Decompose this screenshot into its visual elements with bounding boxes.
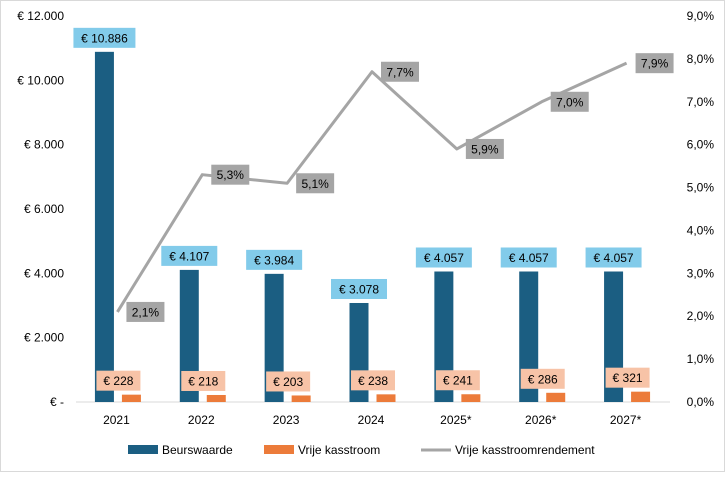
label-rendement-bg <box>296 173 335 194</box>
left-tick-label: € 6.000 <box>24 202 64 216</box>
bar-vrije-kasstroom <box>546 392 566 402</box>
label-rendement-bg <box>465 138 504 159</box>
label-beurswaarde-bg <box>415 247 472 268</box>
label-vrije-kasstroom-bg <box>351 370 395 391</box>
data-labels: € 10.886 € 228 2,1% € 4.107 € 218 5,3% € 3.984… <box>73 27 674 392</box>
left-tick-label: € 10.000 <box>17 73 64 87</box>
label-rendement: 5,9% <box>471 142 499 156</box>
legend-swatch <box>264 445 294 454</box>
label-vrije-kasstroom: € 203 <box>273 375 303 389</box>
category-label: 2021 <box>103 413 130 427</box>
left-tick-label: € 12.000 <box>17 9 64 23</box>
label-rendement-bg <box>635 53 674 74</box>
label-vrije-kasstroom: € 218 <box>188 374 218 388</box>
bar-vrije-kasstroom <box>291 395 311 402</box>
bar-vrije-kasstroom <box>376 394 396 402</box>
label-vrije-kasstroom-bg <box>435 370 480 391</box>
category-label: 2026* <box>525 413 557 427</box>
category-label: 2022 <box>188 413 215 427</box>
label-vrije-kasstroom-bg <box>266 371 311 392</box>
label-vrije-kasstroom-bg <box>96 370 141 391</box>
left-axis: € - € 2.000 € 4.000 € 6.000 € 8.000 € 10.000 €… <box>17 9 64 409</box>
right-tick-label: 9,0% <box>687 9 715 23</box>
label-vrije-kasstroom: € 228 <box>103 374 133 388</box>
label-beurswaarde: € 3.984 <box>254 253 294 267</box>
left-tick-label: € 8.000 <box>24 138 64 152</box>
right-tick-label: 4,0% <box>687 223 715 237</box>
bar-vrije-kasstroom <box>121 394 141 402</box>
right-tick-label: 6,0% <box>687 138 715 152</box>
category-label: 2024 <box>358 413 385 427</box>
label-rendement-bg <box>550 91 589 112</box>
label-beurswaarde: € 3.078 <box>339 282 379 296</box>
bar-beurswaarde <box>264 273 284 402</box>
label-rendement-bg <box>381 61 419 82</box>
bar-beurswaarde <box>434 271 454 402</box>
label-beurswaarde-bg <box>73 27 136 48</box>
bar-vrije-kasstroom <box>206 394 226 402</box>
right-tick-label: 2,0% <box>687 309 715 323</box>
right-tick-label: 8,0% <box>687 52 715 66</box>
bar-vrije-kasstroom <box>461 394 481 402</box>
bar-vrije-kasstroom <box>631 391 651 402</box>
category-label: 2025* <box>440 413 472 427</box>
label-beurswaarde-bg <box>161 245 218 266</box>
label-vrije-kasstroom: € 286 <box>528 372 558 386</box>
label-rendement: 2,1% <box>132 305 160 319</box>
legend: Beurswaarde Vrije kasstroom Vrije kasstroo… <box>128 443 595 457</box>
label-rendement: 5,3% <box>217 168 245 182</box>
bar-beurswaarde <box>94 51 114 402</box>
label-rendement: 5,1% <box>301 177 329 191</box>
label-rendement: 7,9% <box>641 57 669 71</box>
category-label: 2023 <box>273 413 300 427</box>
label-vrije-kasstroom-bg <box>181 370 226 391</box>
label-rendement-bg <box>126 301 165 322</box>
label-beurswaarde-bg <box>585 247 642 268</box>
label-beurswaarde-bg <box>500 247 557 268</box>
label-beurswaarde-bg <box>331 278 387 299</box>
right-tick-label: 5,0% <box>687 181 715 195</box>
line-kasstroomrendement <box>116 61 628 313</box>
label-rendement: 7,7% <box>386 65 414 79</box>
legend-label: Vrije kasstroomrendement <box>455 443 595 457</box>
category-labels: 2021 2022 2023 2024 2025* 2026* 2027* <box>103 413 642 427</box>
left-tick-label: € 2.000 <box>24 331 64 345</box>
label-beurswaarde-bg <box>246 249 303 270</box>
category-label: 2027* <box>610 413 642 427</box>
right-tick-label: 1,0% <box>687 352 715 366</box>
right-tick-label: 7,0% <box>687 95 715 109</box>
label-vrije-kasstroom-bg <box>520 368 565 389</box>
label-vrije-kasstroom: € 238 <box>358 374 388 388</box>
legend-swatch <box>128 445 158 454</box>
legend-label: Beurswaarde <box>162 443 233 457</box>
label-vrije-kasstroom-bg <box>605 367 650 388</box>
right-tick-label: 0,0% <box>687 395 715 409</box>
left-tick-label: € 4.000 <box>24 266 64 280</box>
legend-label: Vrije kasstroom <box>298 443 380 457</box>
right-axis: 0,0% 1,0% 2,0% 3,0% 4,0% 5,0% 6,0% 7,0% 8,0% 9,0% <box>687 9 715 409</box>
label-rendement: 7,0% <box>556 95 584 109</box>
left-tick-label: € - <box>50 395 64 409</box>
label-beurswaarde: € 4.057 <box>424 251 464 265</box>
label-beurswaarde: € 4.057 <box>594 251 634 265</box>
line-series <box>116 61 628 313</box>
label-beurswaarde: € 10.886 <box>81 31 128 45</box>
label-rendement-bg <box>211 164 250 185</box>
right-tick-label: 3,0% <box>687 266 715 280</box>
label-beurswaarde: € 4.107 <box>169 249 209 263</box>
label-vrije-kasstroom: € 321 <box>613 371 643 385</box>
label-beurswaarde: € 4.057 <box>509 251 549 265</box>
bar-beurswaarde <box>179 269 199 402</box>
label-vrije-kasstroom: € 241 <box>443 374 473 388</box>
